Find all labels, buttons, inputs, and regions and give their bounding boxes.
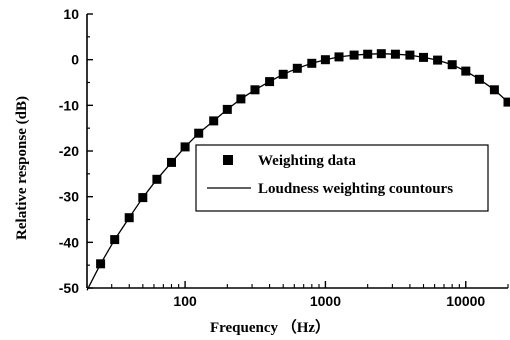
x-tick-label: 10000 xyxy=(446,293,485,309)
x-axis-label: Frequency （Hz） xyxy=(210,318,330,336)
data-point xyxy=(167,157,176,167)
data-point xyxy=(503,97,510,107)
data-point xyxy=(180,142,190,152)
data-point xyxy=(222,104,232,114)
plot-area: 100-10-20-30-40-50 100 1000 10000 xyxy=(59,6,510,309)
y-tick-label: -50 xyxy=(59,280,79,296)
data-point xyxy=(307,58,317,68)
data-point xyxy=(461,66,471,76)
y-tick-label: 0 xyxy=(71,52,79,68)
data-point xyxy=(405,50,415,60)
y-tick-label: -10 xyxy=(59,97,79,113)
legend-label-loudness-contours: Loudness weighting countours xyxy=(258,181,453,197)
data-point xyxy=(138,193,148,203)
data-point xyxy=(96,259,106,269)
data-point xyxy=(278,69,288,79)
data-point xyxy=(194,128,204,138)
data-point xyxy=(433,55,443,65)
data-point xyxy=(419,52,428,62)
data-point xyxy=(236,94,246,104)
weighting-data-markers xyxy=(96,49,510,269)
data-point xyxy=(124,213,134,223)
y-tick-label: -20 xyxy=(59,143,79,159)
y-axis-label: Relative response (dB) xyxy=(14,96,30,240)
data-point xyxy=(292,63,302,73)
data-point xyxy=(110,235,120,245)
data-point xyxy=(209,116,219,126)
data-point xyxy=(349,50,359,60)
legend-box xyxy=(195,144,489,212)
data-point xyxy=(265,77,275,87)
data-point xyxy=(376,49,386,59)
y-ticks: 10 0 -10 -20 -30 -40 -50 xyxy=(59,6,93,296)
legend: Weighting data Loudness weighting counto… xyxy=(195,144,489,212)
y-tick-label: 10 xyxy=(63,6,79,22)
data-point xyxy=(390,49,400,59)
data-point xyxy=(250,85,260,95)
x-tick-label: 100 xyxy=(173,293,197,309)
y-tick-label: -40 xyxy=(59,234,79,250)
x-tick-label: 1000 xyxy=(310,293,341,309)
y-tick-label: -30 xyxy=(59,189,79,205)
data-point xyxy=(447,60,457,70)
data-point xyxy=(334,52,344,62)
data-point xyxy=(489,85,499,95)
data-point xyxy=(320,55,330,65)
data-point xyxy=(474,74,484,84)
data-point xyxy=(152,174,162,184)
x-ticks: 100 1000 10000 xyxy=(86,281,509,309)
legend-label-weighting-data: Weighting data xyxy=(258,153,356,169)
data-point xyxy=(363,49,373,59)
legend-marker-square xyxy=(223,155,233,165)
